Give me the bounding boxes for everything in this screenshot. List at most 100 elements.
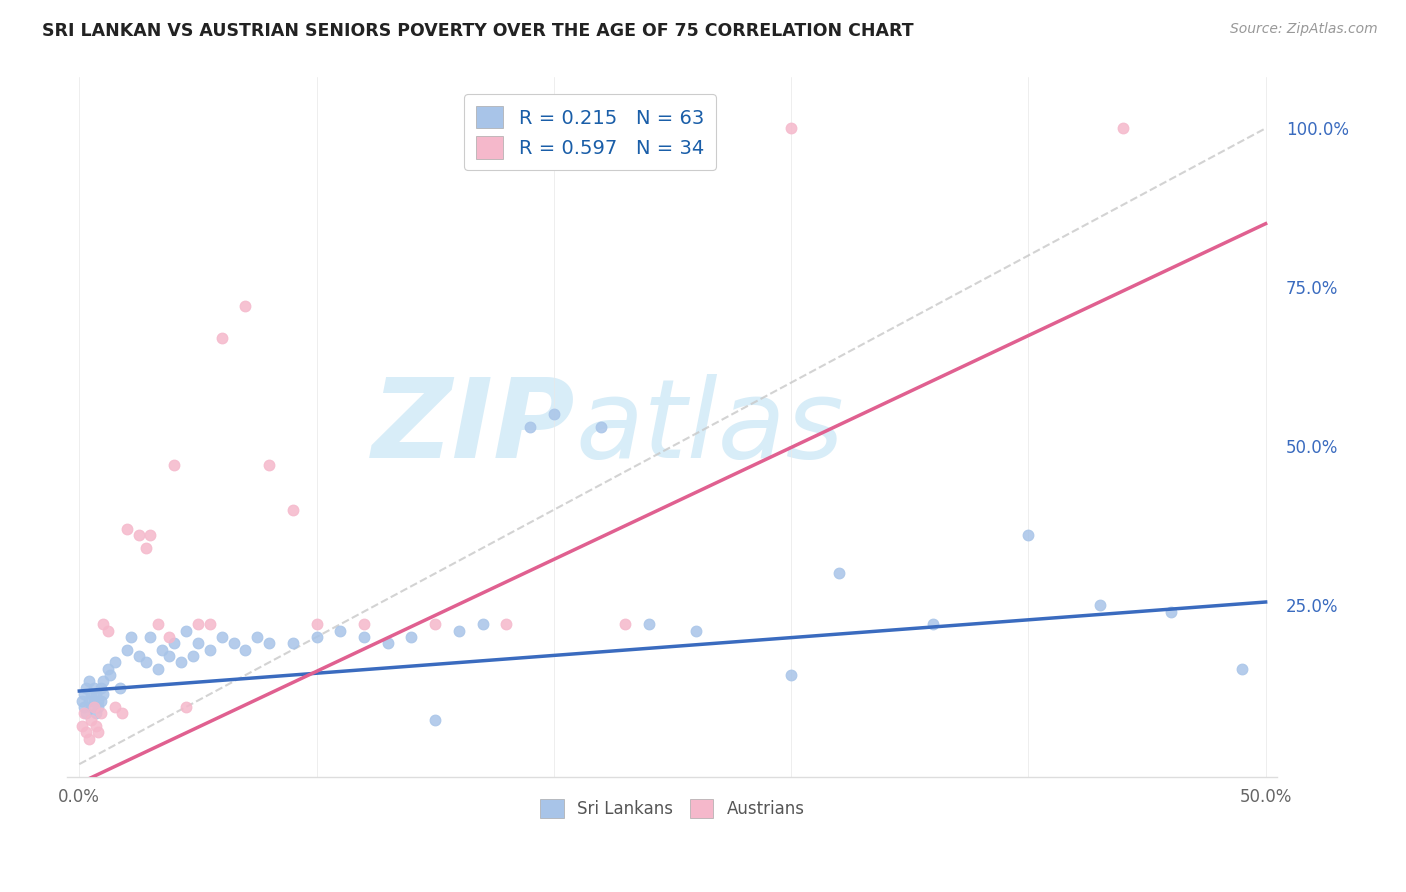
Point	[401, 630, 423, 644]
Point	[187, 636, 209, 650]
Point	[159, 648, 181, 663]
Point	[211, 630, 233, 644]
Point	[543, 408, 565, 422]
Point	[246, 630, 269, 644]
Point	[90, 693, 112, 707]
Point	[1112, 121, 1135, 136]
Point	[121, 630, 143, 644]
Point	[80, 700, 103, 714]
Point	[87, 725, 110, 739]
Point	[98, 668, 121, 682]
Point	[80, 687, 103, 701]
Point	[163, 636, 186, 650]
Point	[90, 706, 112, 721]
Point	[77, 731, 100, 746]
Point	[685, 624, 707, 638]
Point	[174, 700, 197, 714]
Point	[163, 458, 186, 473]
Point	[353, 630, 375, 644]
Text: ZIP: ZIP	[373, 374, 575, 481]
Point	[827, 566, 849, 581]
Point	[115, 522, 138, 536]
Legend: Sri Lankans, Austrians: Sri Lankans, Austrians	[534, 792, 811, 824]
Point	[128, 648, 150, 663]
Point	[637, 617, 659, 632]
Point	[91, 687, 114, 701]
Point	[77, 693, 100, 707]
Point	[447, 624, 470, 638]
Point	[139, 528, 162, 542]
Point	[425, 713, 447, 727]
Point	[281, 503, 304, 517]
Point	[146, 662, 169, 676]
Point	[1088, 598, 1111, 612]
Point	[139, 630, 162, 644]
Point	[146, 617, 169, 632]
Point	[150, 642, 173, 657]
Point	[614, 617, 637, 632]
Point	[211, 331, 233, 345]
Point	[495, 617, 517, 632]
Point	[780, 121, 803, 136]
Point	[77, 674, 100, 689]
Point	[1230, 662, 1253, 676]
Point	[174, 624, 197, 638]
Point	[111, 706, 134, 721]
Point	[84, 687, 107, 701]
Point	[87, 700, 110, 714]
Point	[377, 636, 399, 650]
Point	[80, 713, 103, 727]
Point	[305, 630, 328, 644]
Point	[159, 630, 181, 644]
Point	[97, 662, 120, 676]
Point	[83, 700, 105, 714]
Point	[305, 617, 328, 632]
Point	[170, 656, 193, 670]
Point	[73, 700, 96, 714]
Point	[235, 642, 257, 657]
Point	[104, 656, 127, 670]
Point	[471, 617, 494, 632]
Text: atlas: atlas	[575, 374, 844, 481]
Point	[90, 681, 112, 695]
Point	[281, 636, 304, 650]
Point	[135, 656, 157, 670]
Point	[83, 681, 105, 695]
Point	[519, 420, 541, 434]
Point	[73, 706, 96, 721]
Point	[73, 687, 96, 701]
Point	[780, 668, 803, 682]
Point	[91, 617, 114, 632]
Point	[181, 648, 204, 663]
Point	[591, 420, 613, 434]
Point	[922, 617, 945, 632]
Point	[198, 642, 221, 657]
Point	[84, 706, 107, 721]
Point	[1160, 605, 1182, 619]
Point	[235, 299, 257, 313]
Point	[425, 617, 447, 632]
Point	[222, 636, 245, 650]
Point	[198, 617, 221, 632]
Point	[108, 681, 131, 695]
Point	[257, 636, 280, 650]
Point	[135, 541, 157, 555]
Point	[1017, 528, 1039, 542]
Point	[75, 681, 97, 695]
Point	[75, 725, 97, 739]
Point	[257, 458, 280, 473]
Point	[97, 624, 120, 638]
Point	[83, 693, 105, 707]
Point	[353, 617, 375, 632]
Point	[128, 528, 150, 542]
Point	[115, 642, 138, 657]
Point	[104, 700, 127, 714]
Point	[70, 719, 93, 733]
Text: SRI LANKAN VS AUSTRIAN SENIORS POVERTY OVER THE AGE OF 75 CORRELATION CHART: SRI LANKAN VS AUSTRIAN SENIORS POVERTY O…	[42, 22, 914, 40]
Point	[70, 693, 93, 707]
Point	[187, 617, 209, 632]
Point	[84, 719, 107, 733]
Point	[87, 693, 110, 707]
Point	[91, 674, 114, 689]
Point	[329, 624, 352, 638]
